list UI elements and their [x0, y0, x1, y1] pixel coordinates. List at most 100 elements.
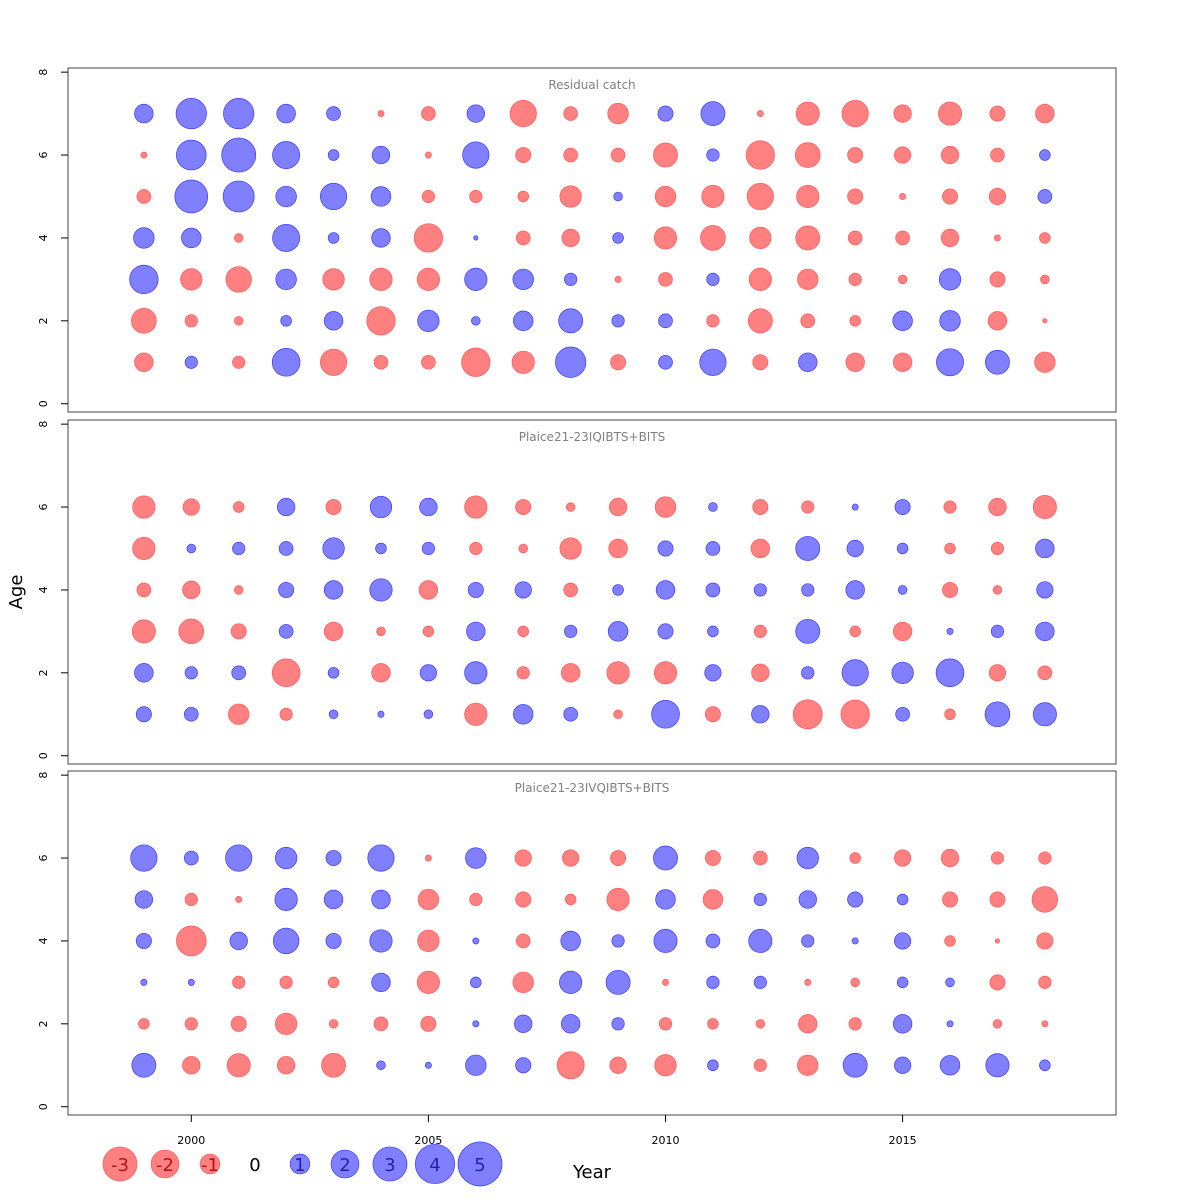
residual-bubble	[417, 888, 440, 911]
residual-bubble	[275, 268, 297, 291]
residual-bubble	[606, 661, 630, 685]
residual-bubble	[607, 102, 629, 125]
residual-bubble	[795, 225, 821, 251]
residual-bubble	[276, 1056, 296, 1075]
residual-bubble	[847, 188, 864, 205]
residual-bubble	[946, 1020, 954, 1028]
residual-bubble	[849, 315, 861, 327]
residual-bubble	[518, 543, 528, 554]
residual-bubble	[748, 267, 772, 291]
residual-bubble	[226, 1053, 251, 1078]
residual-bubble	[756, 110, 764, 118]
residual-bubble	[651, 700, 680, 729]
residual-bubble	[943, 500, 957, 514]
residual-bubble	[658, 272, 673, 287]
legend-bubble	[330, 1149, 360, 1179]
legend-bubble	[199, 1153, 221, 1175]
residual-bubble	[655, 889, 676, 910]
residual-bubble	[801, 583, 815, 597]
residual-bubble	[894, 146, 912, 164]
residual-bubble	[232, 355, 246, 369]
residual-bubble	[232, 501, 245, 513]
residual-bubble	[419, 664, 437, 682]
residual-bubble	[183, 706, 199, 722]
legend-bubble	[150, 1149, 180, 1179]
residual-bubble	[993, 234, 1001, 242]
residual-bubble	[516, 666, 530, 680]
x-axis-title: Year	[572, 1162, 612, 1183]
y-tick-label: 4	[37, 234, 50, 241]
residual-bubble	[275, 846, 298, 870]
residual-bubble	[233, 585, 244, 595]
residual-bubble	[892, 310, 913, 332]
residual-bubble	[610, 354, 627, 371]
y-tick-label: 6	[37, 152, 50, 159]
residual-bubble	[184, 355, 198, 369]
residual-bubble	[847, 230, 863, 246]
residual-bubble	[514, 849, 532, 867]
residual-bubble	[424, 1061, 432, 1069]
residual-bubble	[464, 495, 488, 519]
residual-bubble	[423, 709, 434, 720]
residual-bubble	[612, 232, 624, 244]
y-tick-label: 0	[37, 1103, 50, 1110]
residual-bubble	[1038, 851, 1052, 865]
residual-bubble	[989, 974, 1006, 991]
residual-bubble	[653, 928, 678, 953]
y-tick-label: 4	[37, 937, 50, 944]
residual-bubble	[422, 625, 435, 638]
residual-bubble	[320, 348, 348, 376]
residual-bubble	[755, 1019, 766, 1029]
residual-bubble	[517, 190, 529, 203]
y-tick-label: 4	[37, 586, 50, 593]
residual-bubble	[135, 932, 152, 949]
residual-bubble	[560, 663, 581, 683]
residual-bubble	[466, 104, 485, 123]
residual-bubble	[231, 665, 247, 681]
panel-1: Residual catch 0 2 4 6 8	[37, 67, 1117, 413]
residual-bubble	[800, 313, 816, 329]
residual-bubble	[895, 230, 910, 246]
residual-bubble	[328, 709, 339, 720]
residual-bubble	[421, 541, 435, 556]
residual-bubble	[512, 268, 534, 291]
residual-bubble	[325, 850, 342, 867]
residual-bubble	[795, 618, 821, 644]
x-tick-label: 2015	[889, 1134, 917, 1147]
residual-bubble	[327, 232, 340, 244]
residual-bubble	[940, 228, 960, 248]
residual-bubble	[653, 226, 678, 250]
residual-bubble	[798, 890, 817, 909]
residual-bubble	[700, 101, 726, 126]
y-tick-label: 6	[37, 504, 50, 511]
residual-bubble	[229, 931, 248, 951]
residual-bubble	[841, 659, 869, 687]
residual-bubble	[140, 151, 148, 159]
residual-bubble	[129, 264, 159, 294]
residual-bubble	[894, 849, 912, 867]
residual-bubble	[369, 578, 393, 602]
residual-bubble	[944, 935, 956, 947]
residual-bubble	[1038, 975, 1052, 989]
residual-bubble	[424, 854, 432, 862]
residual-bubble	[416, 267, 440, 291]
residual-bubble	[221, 137, 257, 173]
residual-bubble	[992, 585, 1003, 595]
residual-bubble	[373, 1016, 389, 1032]
residual-bubble	[753, 975, 767, 989]
residual-bubble	[848, 1017, 862, 1031]
residual-bubble	[1039, 1059, 1051, 1072]
residual-bubble	[564, 624, 578, 638]
residual-bubble	[613, 191, 623, 202]
residual-bubble	[138, 1018, 150, 1030]
residual-bubble	[371, 663, 391, 683]
residual-bubble	[990, 851, 1005, 865]
residual-bubble	[563, 582, 578, 598]
residual-bubble	[559, 970, 583, 994]
residual-bubble	[556, 1051, 585, 1080]
residual-bubble	[278, 624, 294, 639]
y-tick-label: 6	[37, 855, 50, 862]
residual-bubble	[184, 1017, 198, 1031]
residual-bubble	[706, 148, 720, 162]
